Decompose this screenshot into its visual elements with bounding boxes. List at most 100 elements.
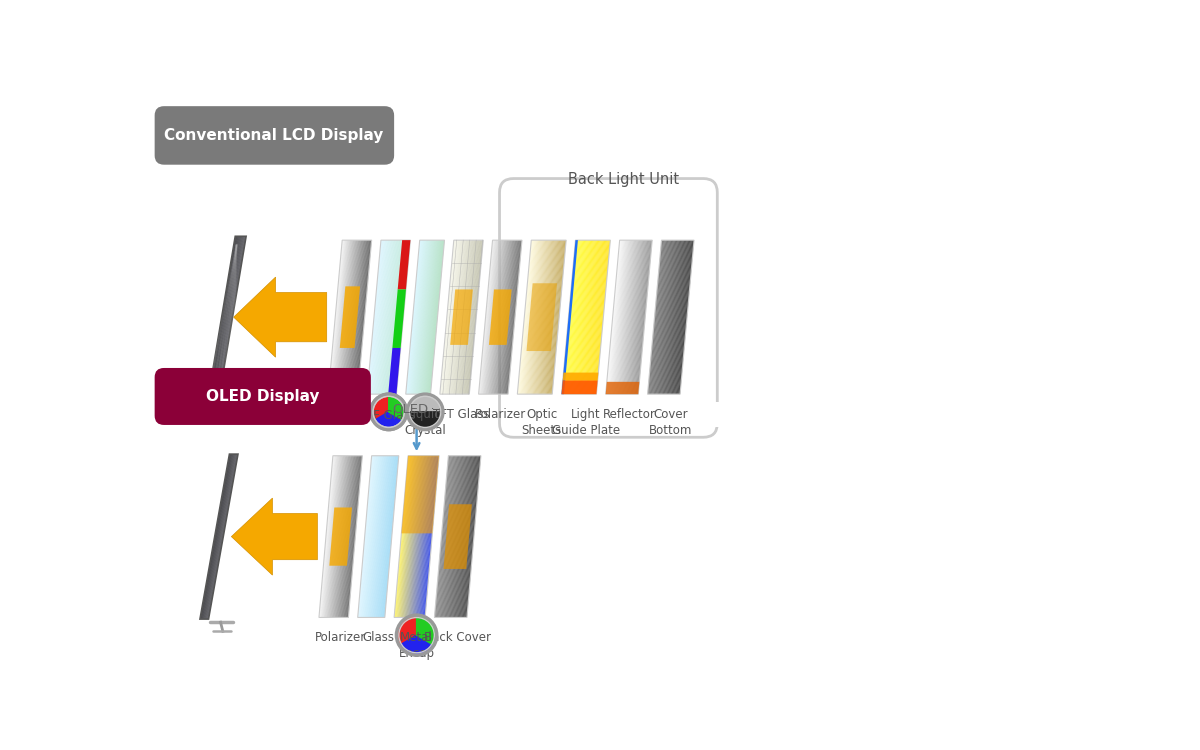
Polygon shape — [322, 456, 336, 617]
Polygon shape — [577, 240, 592, 394]
Polygon shape — [545, 240, 560, 394]
Polygon shape — [394, 240, 408, 394]
Polygon shape — [446, 456, 461, 617]
Polygon shape — [450, 456, 464, 617]
Polygon shape — [355, 240, 370, 394]
Polygon shape — [202, 454, 232, 619]
Polygon shape — [379, 456, 394, 617]
Polygon shape — [457, 240, 472, 394]
Polygon shape — [398, 456, 414, 617]
Polygon shape — [656, 240, 671, 394]
Polygon shape — [342, 456, 358, 617]
Polygon shape — [319, 456, 334, 617]
Polygon shape — [331, 456, 346, 617]
Text: Polarizer: Polarizer — [316, 632, 366, 644]
Polygon shape — [668, 240, 683, 394]
Polygon shape — [204, 454, 234, 619]
Polygon shape — [416, 240, 432, 394]
Polygon shape — [606, 240, 620, 394]
Polygon shape — [626, 240, 641, 394]
Polygon shape — [526, 240, 541, 394]
Polygon shape — [408, 456, 422, 617]
Polygon shape — [444, 240, 458, 394]
Polygon shape — [344, 456, 359, 617]
Polygon shape — [455, 456, 469, 617]
Polygon shape — [377, 456, 392, 617]
Polygon shape — [320, 456, 335, 617]
Polygon shape — [416, 615, 437, 645]
Polygon shape — [406, 240, 420, 394]
Polygon shape — [205, 454, 235, 619]
Polygon shape — [523, 240, 539, 394]
Polygon shape — [322, 456, 336, 617]
Polygon shape — [542, 240, 558, 394]
Polygon shape — [587, 240, 601, 394]
Polygon shape — [449, 456, 464, 617]
Polygon shape — [328, 456, 342, 617]
Polygon shape — [347, 240, 361, 394]
Polygon shape — [484, 240, 498, 394]
Polygon shape — [508, 240, 522, 394]
Polygon shape — [212, 236, 240, 398]
Polygon shape — [611, 240, 626, 394]
Polygon shape — [371, 394, 389, 421]
Polygon shape — [584, 240, 599, 394]
Polygon shape — [422, 456, 437, 617]
Polygon shape — [353, 240, 368, 394]
Polygon shape — [341, 240, 355, 394]
Polygon shape — [328, 456, 342, 617]
Polygon shape — [607, 240, 622, 394]
Polygon shape — [413, 240, 427, 394]
Polygon shape — [372, 240, 386, 394]
Polygon shape — [386, 240, 402, 394]
Polygon shape — [678, 240, 694, 394]
Polygon shape — [564, 240, 578, 394]
Polygon shape — [337, 456, 352, 617]
Polygon shape — [461, 240, 476, 394]
Polygon shape — [538, 240, 552, 394]
Polygon shape — [458, 240, 474, 394]
Polygon shape — [648, 240, 662, 394]
Polygon shape — [385, 240, 400, 394]
Polygon shape — [658, 240, 673, 394]
Polygon shape — [412, 240, 426, 394]
Polygon shape — [404, 456, 419, 617]
Polygon shape — [370, 456, 384, 617]
Polygon shape — [401, 456, 416, 617]
Polygon shape — [444, 504, 472, 569]
Polygon shape — [438, 456, 452, 617]
Polygon shape — [637, 240, 653, 394]
Polygon shape — [677, 240, 691, 394]
Polygon shape — [666, 240, 682, 394]
Polygon shape — [528, 240, 542, 394]
Polygon shape — [522, 240, 536, 394]
Polygon shape — [366, 456, 380, 617]
Polygon shape — [370, 456, 384, 617]
Polygon shape — [407, 412, 443, 430]
Polygon shape — [418, 240, 433, 394]
Polygon shape — [215, 236, 242, 398]
Polygon shape — [672, 240, 686, 394]
Polygon shape — [338, 456, 354, 617]
Polygon shape — [506, 240, 521, 394]
Polygon shape — [568, 240, 582, 394]
Polygon shape — [349, 240, 364, 394]
Polygon shape — [370, 240, 385, 394]
Polygon shape — [397, 240, 410, 290]
Polygon shape — [588, 240, 602, 394]
Polygon shape — [437, 456, 451, 617]
Polygon shape — [343, 240, 358, 394]
Polygon shape — [616, 240, 630, 394]
Polygon shape — [464, 456, 479, 617]
Polygon shape — [326, 456, 341, 617]
Polygon shape — [366, 456, 382, 617]
Polygon shape — [678, 240, 692, 394]
Polygon shape — [436, 456, 451, 617]
Polygon shape — [367, 456, 382, 617]
Polygon shape — [676, 240, 691, 394]
Polygon shape — [652, 240, 666, 394]
Polygon shape — [206, 454, 236, 619]
Polygon shape — [422, 240, 437, 394]
Polygon shape — [461, 456, 476, 617]
Polygon shape — [534, 240, 548, 394]
